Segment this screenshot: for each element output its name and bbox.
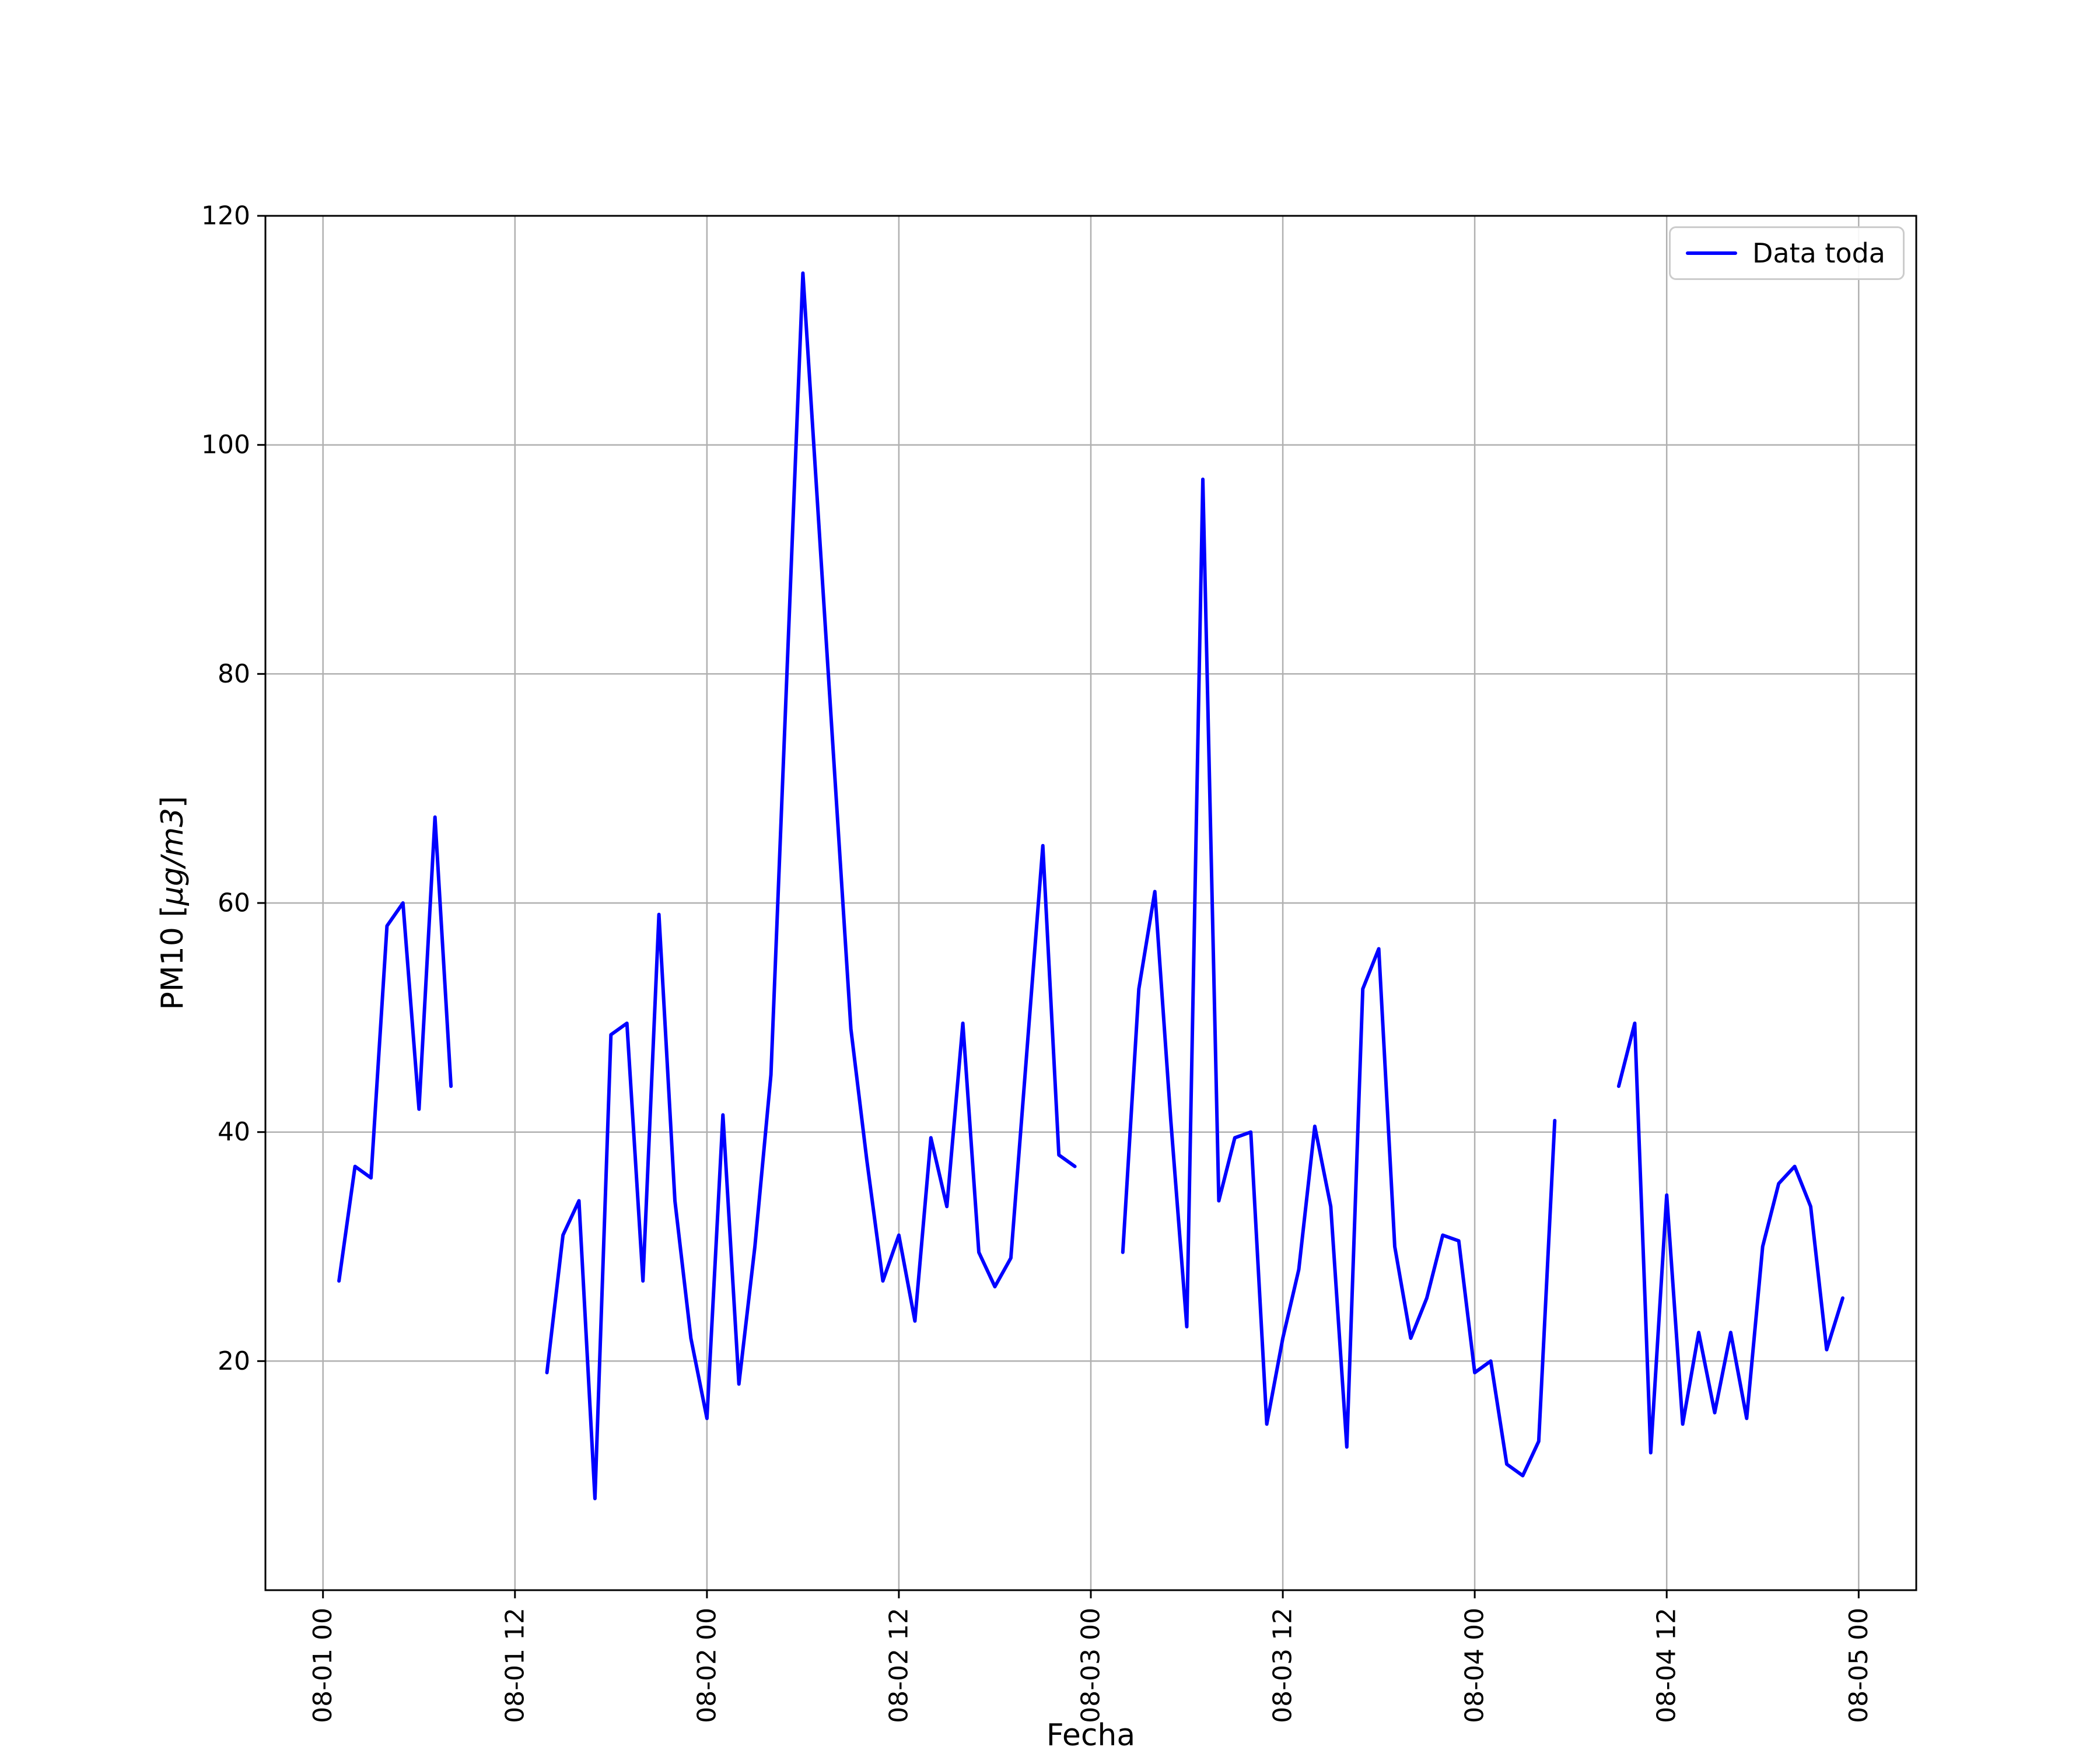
y-axis-title: PM10 [μg/m3]: [155, 796, 190, 1010]
x-tick-label: 08-03 00: [1076, 1608, 1106, 1723]
x-tick-label: 08-04 12: [1652, 1608, 1682, 1723]
x-tick-label: 08-04 00: [1460, 1608, 1490, 1723]
y-axis-title-suffix: ]: [155, 796, 190, 808]
y-tick-label: 60: [218, 888, 250, 918]
legend: Data toda: [1668, 226, 1905, 280]
y-axis-title-units: μg/m3: [155, 807, 190, 906]
x-tick-label: 08-02 12: [884, 1608, 914, 1723]
y-axis-title-prefix: PM10 [: [155, 905, 190, 1010]
y-tick-label: 20: [218, 1346, 250, 1376]
x-tick-label: 08-02 00: [692, 1608, 722, 1723]
y-tick-label: 40: [218, 1117, 250, 1147]
y-tick-label: 80: [218, 659, 250, 689]
x-tick-label: 08-01 12: [500, 1608, 530, 1723]
y-tick-label: 120: [201, 201, 250, 231]
legend-line-sample: [1685, 251, 1737, 255]
x-tick-label: 08-03 12: [1268, 1608, 1298, 1723]
x-axis-title: Fecha: [1046, 1718, 1136, 1750]
x-tick-label: 08-01 00: [308, 1608, 338, 1723]
x-tick-label: 08-05 00: [1844, 1608, 1874, 1723]
legend-label: Data toda: [1752, 237, 1885, 269]
y-tick-label: 100: [201, 430, 250, 460]
